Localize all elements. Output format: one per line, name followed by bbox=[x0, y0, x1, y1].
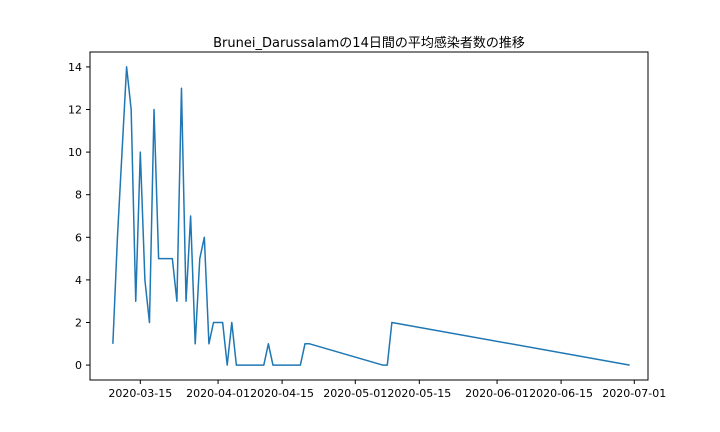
x-tick-label: 2020-04-15 bbox=[250, 387, 314, 400]
y-tick-label: 8 bbox=[75, 189, 82, 202]
series-line-0 bbox=[112, 66, 630, 366]
plot-area bbox=[89, 51, 649, 381]
x-tick-label: 2020-06-15 bbox=[529, 387, 593, 400]
y-tick-label: 6 bbox=[75, 231, 82, 244]
x-tick-label: 2020-04-01 bbox=[186, 387, 250, 400]
x-tick-label: 2020-03-15 bbox=[108, 387, 172, 400]
y-tick-label: 4 bbox=[75, 274, 82, 287]
y-tick-label: 10 bbox=[68, 146, 82, 159]
plot-frame bbox=[89, 51, 649, 381]
x-tick-label: 2020-05-15 bbox=[387, 387, 451, 400]
x-tick-label: 2020-05-01 bbox=[323, 387, 387, 400]
x-tick-label: 2020-06-01 bbox=[465, 387, 529, 400]
y-axis: 0 2 4 6 8 10 12 14 bbox=[68, 61, 90, 372]
chart-title: Brunei_Darussalamの14日間の平均感染者数の推移 bbox=[213, 35, 525, 51]
y-tick-label: 0 bbox=[75, 359, 82, 372]
x-axis: 2020-03-15 2020-04-01 2020-04-15 2020-05-01… bbox=[108, 380, 666, 400]
y-tick-label: 14 bbox=[68, 61, 82, 74]
y-tick-label: 12 bbox=[68, 104, 82, 117]
x-tick-label: 2020-07-01 bbox=[602, 387, 666, 400]
y-tick-label: 2 bbox=[75, 316, 82, 329]
